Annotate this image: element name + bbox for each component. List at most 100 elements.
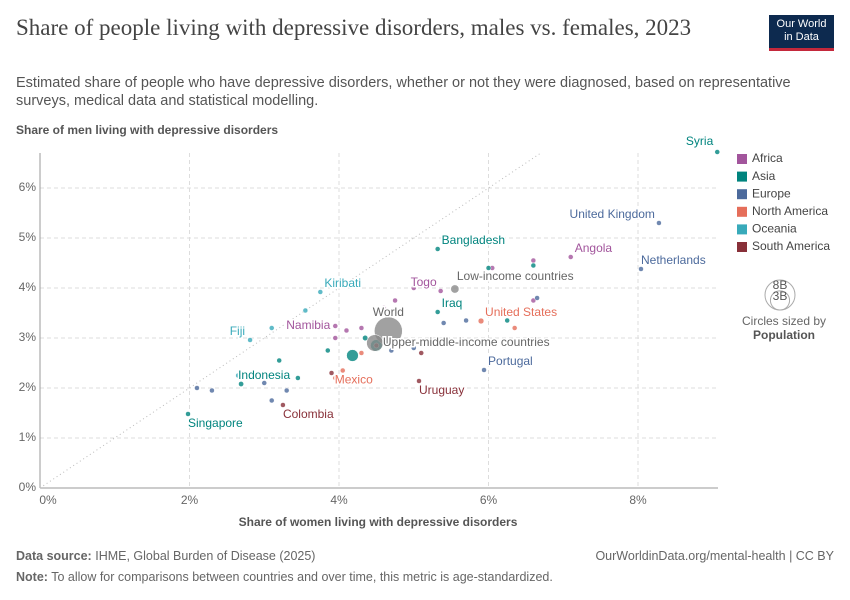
point-label: World <box>373 305 404 319</box>
subtitle: Estimated share of people who have depre… <box>16 75 791 109</box>
point-label: Togo <box>411 275 437 289</box>
data-point <box>411 345 417 351</box>
data-point <box>339 367 346 374</box>
y-tick-label: 1% <box>19 430 37 444</box>
point-label: Singapore <box>188 416 243 430</box>
legend-label: Oceania <box>752 222 797 236</box>
size-legend-label: 3B <box>773 289 788 303</box>
data-point <box>530 297 537 304</box>
data-point <box>268 325 275 331</box>
reference-line <box>39 152 542 489</box>
data-point <box>238 381 244 387</box>
source: Data source: IHME, Global Burden of Dise… <box>16 549 315 563</box>
data-point <box>392 297 398 304</box>
logo[interactable]: Our World in Data <box>769 15 834 51</box>
data-point <box>194 385 200 391</box>
data-point <box>485 265 492 271</box>
x-tick-label: 0% <box>39 493 57 507</box>
y-tick-label: 4% <box>19 280 37 294</box>
data-point <box>235 372 241 379</box>
data-point <box>434 309 441 315</box>
data-point <box>332 323 339 329</box>
x-tick-label: 2% <box>181 493 199 507</box>
data-point <box>317 289 324 295</box>
data-point <box>714 149 721 155</box>
data-point <box>638 266 644 272</box>
legend-label: Europe <box>752 186 791 200</box>
point-label: Low-income countries <box>457 269 574 283</box>
data-point <box>302 307 309 314</box>
note-label: Note: <box>16 570 48 584</box>
data-point <box>268 397 275 404</box>
data-point <box>530 257 537 264</box>
legend-swatch <box>737 171 747 182</box>
data-point <box>440 320 447 326</box>
data-point <box>481 367 487 373</box>
data-point <box>656 220 662 226</box>
size-legend-label: 8B <box>773 278 788 292</box>
y-tick-label: 0% <box>19 480 37 494</box>
point-label: Upper-middle-income countries <box>383 335 550 349</box>
note: Note: To allow for comparisons between c… <box>16 570 553 584</box>
data-point <box>477 317 485 325</box>
point-label: Colombia <box>283 407 334 421</box>
data-point <box>362 335 369 341</box>
source-label: Data source: <box>16 549 92 563</box>
legend-swatch <box>737 224 747 235</box>
data-point <box>437 288 444 294</box>
url[interactable]: OurWorldinData.org/mental-health | CC BY <box>595 549 834 563</box>
point-label: Namibia <box>286 318 330 332</box>
legend-swatch <box>737 206 747 217</box>
data-point <box>261 380 268 386</box>
legend-swatch <box>737 154 747 164</box>
data-point <box>504 317 510 324</box>
point-label: Portugal <box>488 354 533 368</box>
data-point <box>358 325 365 331</box>
point-label: Fiji <box>230 324 245 338</box>
size-legend-circle <box>769 290 791 311</box>
title: Share of people living with depressive d… <box>16 15 692 40</box>
y-tick-label: 6% <box>19 180 37 194</box>
point-label: Iraq <box>442 296 463 310</box>
data-point <box>388 347 395 354</box>
note-text: To allow for comparisons between countri… <box>51 570 553 584</box>
x-axis-label: Share of women living with depressive di… <box>239 515 518 529</box>
data-point <box>343 327 350 334</box>
y-tick-label: 5% <box>19 230 37 244</box>
data-point <box>325 347 331 354</box>
data-point <box>358 350 365 356</box>
point-label: Syria <box>686 134 714 148</box>
y-tick-label: 2% <box>19 380 37 394</box>
y-axis-label: Share of men living with depressive diso… <box>16 123 278 137</box>
data-point <box>332 375 339 381</box>
data-point <box>534 295 540 301</box>
data-point <box>530 262 537 269</box>
point-label: Netherlands <box>641 253 706 267</box>
data-point <box>247 337 253 343</box>
data-point <box>283 387 290 394</box>
data-point <box>185 411 191 417</box>
logo-line: Our World <box>776 18 827 30</box>
data-point <box>328 370 335 376</box>
legend-label: South America <box>752 239 830 253</box>
data-point <box>511 325 518 331</box>
logo-line: in Data <box>784 31 819 43</box>
point-label: Uruguay <box>419 383 464 397</box>
point-label: United Kingdom <box>570 207 655 221</box>
data-point <box>366 334 384 352</box>
data-point <box>280 402 286 408</box>
point-label: Bangladesh <box>442 233 505 247</box>
data-point <box>346 349 359 362</box>
data-point <box>332 335 339 341</box>
point-label: Angola <box>575 241 613 255</box>
legend-label: North America <box>752 204 828 218</box>
data-point <box>276 357 282 364</box>
legend-swatch <box>737 189 747 200</box>
data-point <box>209 387 215 394</box>
data-point <box>418 350 424 356</box>
legend-label: Africa <box>752 151 783 165</box>
y-tick-label: 3% <box>19 330 37 344</box>
data-point <box>463 317 469 324</box>
